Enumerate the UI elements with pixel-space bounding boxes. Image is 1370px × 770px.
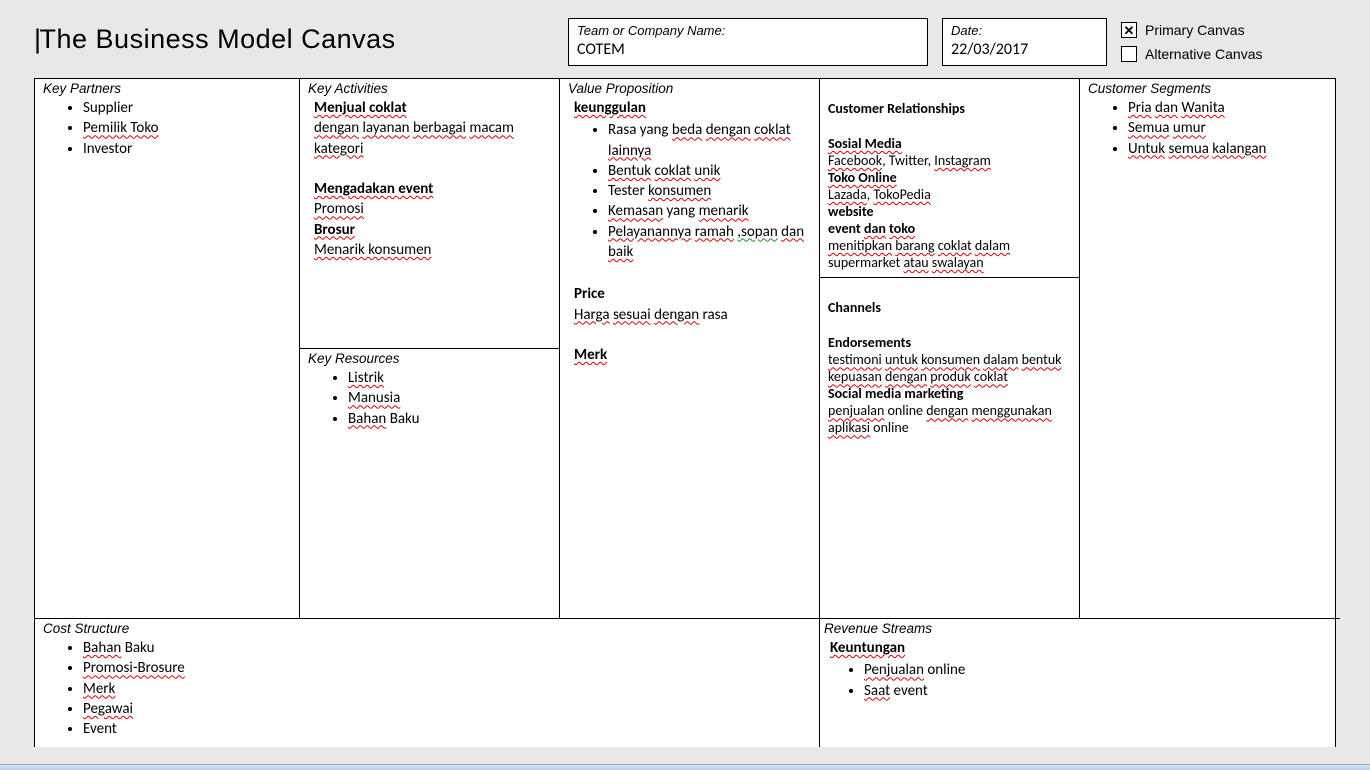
revenue-streams-heading: Revenue Streams <box>824 621 1332 636</box>
list-item: Listrik <box>348 368 551 388</box>
value-proposition-heading: Value Proposition <box>568 81 811 96</box>
primary-canvas-checkbox[interactable]: ✕ <box>1121 22 1137 38</box>
list-item: Saat event <box>864 681 1332 701</box>
key-partners-cell[interactable]: Key Partners Supplier Pemilik Toko Inves… <box>35 79 300 619</box>
list-item: Merk <box>83 679 811 699</box>
team-name-label: Team or Company Name: <box>577 23 919 38</box>
business-model-canvas: Key Partners Supplier Pemilik Toko Inves… <box>34 78 1336 747</box>
list-item: Event <box>83 719 811 739</box>
key-partners-heading: Key Partners <box>43 81 291 96</box>
page-title: The Business Model Canvas <box>34 18 554 55</box>
list-item: Pegawai <box>83 699 811 719</box>
key-activities-heading: Key Activities <box>308 81 551 96</box>
text-line: Menarik konsumen <box>314 241 431 259</box>
date-label: Date: <box>951 23 1098 38</box>
list-item: Semua umur <box>1128 118 1332 138</box>
channels-cell[interactable]: Channels Endorsements testimoni untuk ko… <box>820 278 1079 618</box>
list-item: Kemasan yang menarik <box>608 201 811 221</box>
list-item: Untuk semua kalangan <box>1128 139 1332 159</box>
team-name-box: Team or Company Name: COTEM <box>568 18 928 66</box>
primary-canvas-label: Primary Canvas <box>1145 20 1245 40</box>
subheading: Social media marketing <box>828 385 1071 402</box>
date-value[interactable]: 22/03/2017 <box>951 40 1098 59</box>
cost-structure-cell[interactable]: Cost Structure Bahan Baku Promosi-Brosur… <box>35 619 820 747</box>
window-status-bar <box>0 764 1370 770</box>
revenue-streams-cell[interactable]: Revenue Streams Keuntungan Penjualan onl… <box>820 619 1340 747</box>
customer-segments-cell[interactable]: Customer Segments Pria dan Wanita Semua … <box>1080 79 1340 619</box>
list-item: Bentuk coklat unik <box>608 161 811 181</box>
text-line: Harga sesuai dengan rasa <box>574 305 811 325</box>
text-line: menitipkan barang coklat dalam supermark… <box>828 237 1071 271</box>
list-item: Penjualan online <box>864 660 1332 680</box>
subheading: keunggulan <box>574 99 646 117</box>
alternative-canvas-label: Alternative Canvas <box>1145 44 1263 64</box>
list-item: Investor <box>83 139 291 159</box>
list-item: Manusia <box>348 388 551 408</box>
list-item: Bahan Baku <box>348 409 551 429</box>
subheading: event dan toko <box>828 220 1071 237</box>
key-activities-cell[interactable]: Key Activities Menjual coklat dengan lay… <box>300 79 560 349</box>
list-item: Pelayanannya ramah ,sopan dan baik <box>608 222 811 263</box>
team-name-value[interactable]: COTEM <box>577 40 919 59</box>
text-line: Brosur <box>314 221 355 239</box>
list-item: Tester konsumen <box>608 181 811 201</box>
text-line: Mengadakan event <box>314 180 433 198</box>
subheading: website <box>828 203 1071 220</box>
list-item: Rasa yang beda dengan coklat lainnya <box>608 120 811 161</box>
value-proposition-cell[interactable]: Value Proposition keunggulan Rasa yang b… <box>560 79 820 619</box>
key-resources-cell[interactable]: Key Resources Listrik Manusia Bahan Baku <box>300 349 560 619</box>
relationships-channels-column: Customer Relationships Sosial Media Face… <box>820 79 1080 619</box>
cost-structure-heading: Cost Structure <box>43 621 811 636</box>
subheading: Sosial Media <box>828 135 902 152</box>
canvas-type-checks: ✕ Primary Canvas Alternative Canvas <box>1121 18 1263 68</box>
subheading: Keuntungan <box>830 639 905 657</box>
subheading: Toko Online <box>828 169 897 186</box>
subheading: Merk <box>574 346 607 364</box>
text-line: dengan <box>314 119 359 137</box>
channels-heading: Channels <box>828 299 1071 316</box>
date-box: Date: 22/03/2017 <box>942 18 1107 66</box>
text-line: Promosi <box>314 200 364 218</box>
list-item: Promosi-Brosure <box>83 658 811 678</box>
text-line: Facebook, Twitter, Instagram <box>828 152 1071 169</box>
text-line: Lazada, TokoPedia <box>828 186 1071 203</box>
list-item: Pemilik Toko <box>83 118 291 138</box>
alternative-canvas-checkbox[interactable] <box>1121 46 1137 62</box>
customer-segments-heading: Customer Segments <box>1088 81 1332 96</box>
customer-relationships-heading: Customer Relationships <box>828 100 1071 117</box>
subheading: Endorsements <box>828 334 1071 351</box>
key-resources-heading: Key Resources <box>308 351 551 366</box>
list-item: Bahan Baku <box>83 638 811 658</box>
subheading: Price <box>574 284 811 304</box>
list-item: Pria dan Wanita <box>1128 98 1332 118</box>
page: The Business Model Canvas Team or Compan… <box>0 0 1370 747</box>
customer-relationships-cell[interactable]: Customer Relationships Sosial Media Face… <box>820 79 1079 277</box>
text-line: testimoni untuk konsumen dalam bentuk ke… <box>828 351 1071 385</box>
list-item: Supplier <box>83 98 291 118</box>
header: The Business Model Canvas Team or Compan… <box>34 18 1336 68</box>
text-line: penjualan online dengan menggunakan apli… <box>828 402 1071 436</box>
text-line: Menjual coklat <box>314 99 407 117</box>
